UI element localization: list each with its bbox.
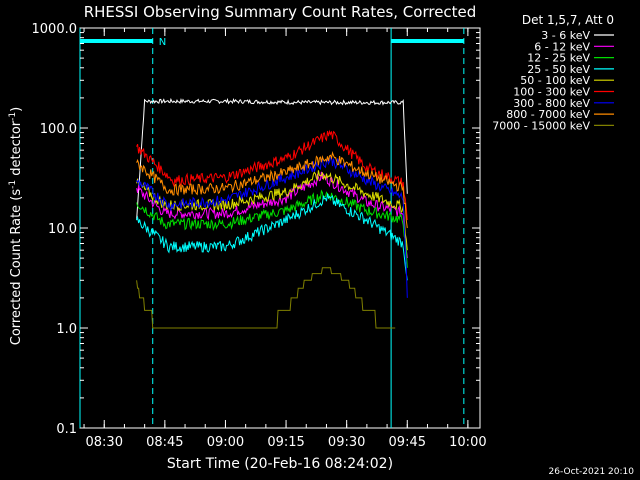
series-line <box>136 129 408 221</box>
y-axis: 1000.0 100.0 10.0 1.0 0.1 <box>32 22 480 437</box>
chart-title: RHESSI Observing Summary Count Rates, Co… <box>84 3 477 21</box>
legend-label: 7000 - 15000 keV <box>492 119 590 132</box>
x-tick-label: 08:45 <box>146 435 183 450</box>
series-line <box>136 171 408 259</box>
y-tick-label: 100.0 <box>40 122 77 137</box>
y-tick-label: 10.0 <box>48 222 77 237</box>
x-axis-label: Start Time (20-Feb-16 08:24:02) <box>167 456 393 472</box>
series-line <box>136 155 408 298</box>
legend-label: 3 - 6 keV <box>541 29 590 42</box>
legend-label: 25 - 50 keV <box>527 63 590 76</box>
x-tick-label: 09:45 <box>389 435 426 450</box>
legend-label: 12 - 25 keV <box>527 52 590 65</box>
series-line <box>136 151 408 229</box>
series-line <box>136 193 408 281</box>
legend-label: 6 - 12 keV <box>534 40 590 53</box>
series-line <box>136 189 408 268</box>
legend-label: 100 - 300 keV <box>513 86 590 99</box>
x-tick-label: 09:30 <box>328 435 365 450</box>
legend-header: Det 1,5,7, Att 0 <box>522 13 614 27</box>
y-tick-label: 1.0 <box>56 322 77 337</box>
legend-label: 300 - 800 keV <box>513 97 590 110</box>
x-axis: 08:30 08:45 09:00 09:15 09:30 09:45 10:00 <box>83 28 487 450</box>
series-line <box>136 267 396 329</box>
x-tick-label: 09:15 <box>267 435 304 450</box>
plot-area: N <box>79 27 481 429</box>
x-tick-label: 09:00 <box>207 435 244 450</box>
y-tick-label: 0.1 <box>56 422 77 437</box>
legend-label: 800 - 7000 keV <box>506 108 590 121</box>
x-tick-label: 10:00 <box>449 435 486 450</box>
y-axis-label: Corrected Count Rate (s-1 detector-1) <box>8 107 24 345</box>
legend-label: 50 - 100 keV <box>520 74 590 87</box>
y-tick-label: 1000.0 <box>32 22 78 37</box>
timestamp: 26-Oct-2021 20:10 <box>549 467 635 477</box>
night-label: N <box>159 37 166 48</box>
series-line <box>136 97 408 221</box>
x-tick-label: 08:30 <box>86 435 123 450</box>
